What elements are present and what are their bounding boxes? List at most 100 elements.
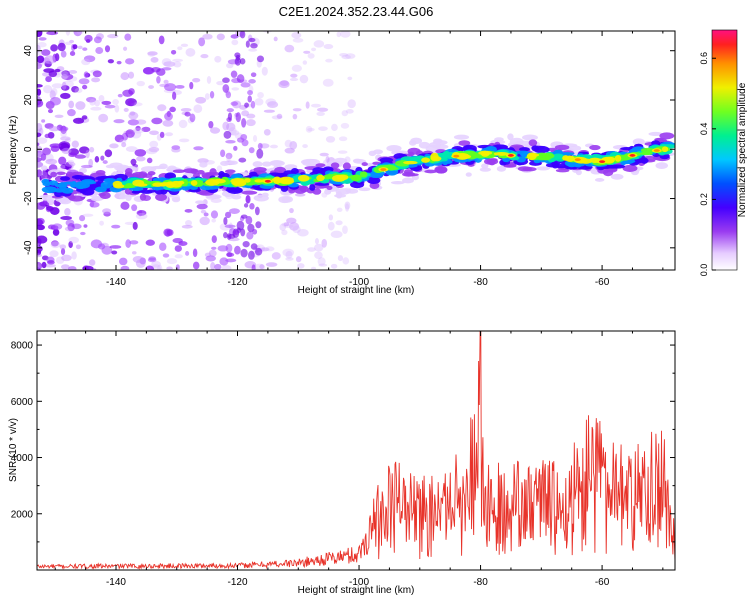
heatmap-noise-blob bbox=[204, 93, 210, 100]
heatmap-noise-blob bbox=[328, 214, 334, 221]
heatmap-noise-blob bbox=[289, 141, 298, 150]
heatmap-ridge-blob bbox=[458, 140, 471, 146]
snr-x-tick-label: -120 bbox=[228, 577, 248, 588]
heatmap-noise-blob bbox=[170, 49, 177, 55]
heatmap-noise-blob bbox=[148, 85, 154, 90]
heatmap-noise-blob bbox=[340, 122, 350, 129]
heatmap-ridge-blob bbox=[330, 162, 340, 169]
colorbar-label: Normalized spectral amplitude bbox=[737, 82, 748, 217]
heatmap-noise-blob bbox=[283, 222, 290, 227]
heatmap-noise-blob bbox=[321, 238, 328, 248]
heatmap-ridge-blob bbox=[479, 167, 492, 172]
heatmap-noise-blob bbox=[37, 123, 43, 132]
heatmap-ridge-blob bbox=[183, 168, 199, 174]
heatmap-noise-blob bbox=[224, 211, 232, 219]
heatmap-noise-blob bbox=[294, 193, 306, 197]
heatmap-noise-blob bbox=[227, 234, 236, 239]
figure-title: C2E1.2024.352.23.44.G06 bbox=[279, 4, 434, 19]
heatmap-noise-blob bbox=[104, 149, 113, 158]
heatmap-noise-blob bbox=[292, 113, 298, 120]
heatmap-noise-blob bbox=[127, 119, 140, 126]
heatmap-noise-blob bbox=[147, 257, 157, 263]
heatmap-noise-blob bbox=[109, 245, 122, 249]
heatmap-ridge-blob bbox=[98, 192, 106, 197]
heatmap-y-axis-label: Frequency (Hz) bbox=[8, 116, 19, 185]
heatmap-noise-blob bbox=[132, 255, 144, 263]
heatmap-noise-blob bbox=[49, 250, 59, 258]
heatmap-noise-blob bbox=[41, 261, 47, 269]
heatmap-noise-blob bbox=[295, 256, 302, 263]
heatmap-noise-blob bbox=[297, 263, 305, 269]
heatmap-noise-blob bbox=[128, 71, 135, 79]
heatmap-noise-blob bbox=[342, 257, 350, 265]
heatmap-noise-blob bbox=[157, 264, 163, 270]
heatmap-ridge-blob bbox=[421, 157, 431, 163]
heatmap-noise-blob bbox=[90, 106, 102, 111]
heatmap-ridge-blob bbox=[609, 164, 626, 169]
heatmap-noise-blob bbox=[141, 126, 151, 133]
heatmap-blobs bbox=[37, 31, 675, 270]
heatmap-noise-blob bbox=[307, 53, 315, 59]
heatmap-ridge-blob bbox=[521, 134, 538, 141]
heatmap-noise-blob bbox=[233, 230, 240, 235]
heatmap-noise-blob bbox=[132, 127, 144, 134]
heatmap-noise-blob bbox=[37, 88, 42, 96]
heatmap-ridge-blob bbox=[40, 165, 48, 171]
snr-y-tick-label: 2000 bbox=[11, 509, 34, 520]
heatmap-hot-spot bbox=[507, 154, 514, 157]
heatmap-ridge-blob bbox=[152, 177, 160, 182]
heatmap-noise-blob bbox=[67, 159, 75, 164]
heatmap-ridge-blob bbox=[659, 132, 675, 140]
heatmap-noise-blob bbox=[37, 169, 43, 178]
heatmap-noise-blob bbox=[163, 79, 169, 84]
heatmap-noise-blob bbox=[193, 146, 204, 151]
heatmap-noise-blob bbox=[211, 246, 217, 250]
heatmap-noise-blob bbox=[117, 93, 123, 98]
heatmap-noise-blob bbox=[307, 247, 316, 252]
heatmap-ridge-blob bbox=[159, 183, 167, 187]
heatmap-x-tick-label: -80 bbox=[473, 277, 488, 288]
heatmap-ridge-blob bbox=[100, 181, 113, 189]
heatmap-noise-blob bbox=[85, 149, 90, 159]
heatmap-noise-blob bbox=[125, 146, 138, 153]
heatmap-noise-blob bbox=[37, 42, 47, 48]
heatmap-noise-blob bbox=[171, 145, 181, 150]
heatmap-noise-blob bbox=[257, 91, 264, 99]
heatmap-noise-blob bbox=[250, 243, 258, 250]
heatmap-noise-blob bbox=[64, 161, 76, 167]
heatmap-ridge-blob bbox=[559, 152, 575, 156]
heatmap-ridge-blob bbox=[190, 180, 198, 186]
heatmap-noise-blob bbox=[60, 71, 69, 80]
heatmap-ridge-blob bbox=[410, 137, 423, 145]
heatmap-noise-blob bbox=[82, 84, 88, 90]
heatmap-noise-blob bbox=[208, 249, 217, 257]
heatmap-noise-blob bbox=[291, 32, 302, 39]
heatmap-noise-blob bbox=[37, 31, 43, 38]
heatmap-noise-blob bbox=[276, 113, 283, 119]
heatmap-noise-blob bbox=[64, 41, 73, 46]
heatmap-noise-blob bbox=[59, 164, 66, 169]
heatmap-noise-blob bbox=[166, 258, 178, 265]
heatmap-noise-blob bbox=[311, 47, 317, 52]
heatmap-noise-blob bbox=[222, 84, 230, 93]
heatmap-ridge-blob bbox=[224, 169, 236, 174]
heatmap-noise-blob bbox=[156, 68, 166, 76]
heatmap-noise-blob bbox=[127, 99, 135, 106]
heatmap-noise-blob bbox=[211, 235, 217, 244]
heatmap-noise-blob bbox=[255, 221, 262, 229]
heatmap-noise-blob bbox=[263, 109, 275, 113]
heatmap-noise-blob bbox=[221, 265, 232, 270]
heatmap-noise-blob bbox=[55, 256, 65, 264]
heatmap-ridge-blob bbox=[199, 161, 208, 168]
heatmap-noise-blob bbox=[107, 34, 119, 39]
heatmap-noise-blob bbox=[267, 101, 279, 108]
heatmap-ridge-blob bbox=[531, 145, 540, 152]
heatmap-noise-blob bbox=[162, 253, 170, 258]
heatmap-noise-blob bbox=[314, 251, 323, 260]
heatmap-noise-blob bbox=[180, 43, 189, 48]
heatmap-noise-blob bbox=[330, 263, 338, 269]
heatmap-noise-blob bbox=[113, 119, 125, 124]
heatmap-noise-blob bbox=[256, 148, 264, 159]
heatmap-noise-blob bbox=[236, 74, 245, 84]
heatmap-ridge-blob bbox=[565, 155, 575, 162]
